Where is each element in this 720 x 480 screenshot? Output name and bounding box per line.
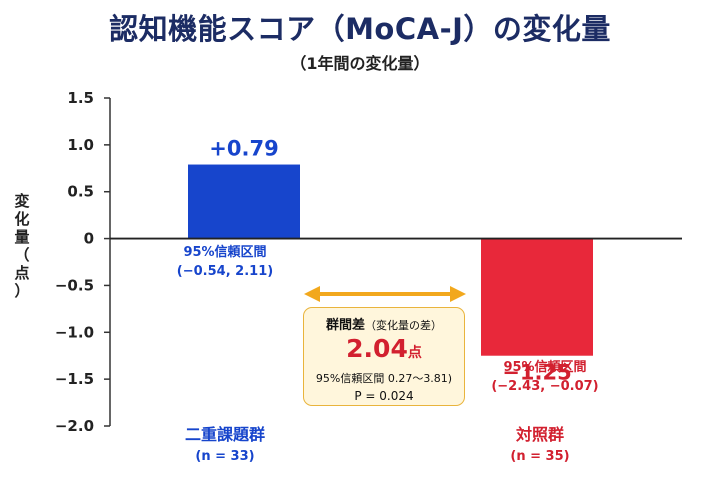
category-label-intervention: 二重課題群 [184,425,265,444]
chart-subtitle: （1年間の変化量） [290,54,430,73]
ci-value-control: (−2.43, −0.07) [491,379,599,394]
difference-label-note: （変化量の差） [365,319,442,332]
category-label-control: 対照群 [515,425,564,444]
y-axis-label-char: （ [14,246,30,264]
y-tick-label: 0 [84,230,94,248]
y-axis-label-char: 変 [14,192,30,210]
ci-title-intervention: 95%信頼区間 [183,245,267,260]
difference-label: 群間差 [325,318,365,333]
difference-ci: 95%信頼区間 0.27〜3.81) [315,372,453,385]
ci-label-intervention: 95%信頼区間 (−0.54, 2.11) [160,243,290,281]
group-label-control: 対照群 (n = 35) [475,424,605,468]
group-label-intervention: 二重課題群 (n = 33) [160,424,290,468]
y-axis-label-char: 点 [14,264,30,282]
bar-intervention [188,164,300,239]
difference-value: 2.04 [346,334,408,363]
difference-unit: 点 [407,345,422,361]
ci-title-control: 95%信頼区間 [503,360,587,375]
y-axis-label-char: 化 [14,210,30,228]
n-label-intervention: (n = 33) [195,449,255,464]
y-axis-label-char: 量 [14,228,30,246]
y-tick-label: 0.5 [67,183,94,201]
y-tick-label: −2.0 [55,417,94,435]
y-tick-label: −0.5 [55,276,94,294]
value-label-control: −1.25 [502,361,571,385]
y-tick-label: 1.5 [67,89,94,107]
difference-box: 群間差（変化量の差） 2.04点 95%信頼区間 0.27〜3.81) P = … [303,307,465,406]
difference-p-value: P = 0.024 [354,389,414,403]
chart-title: 認知機能スコア（MoCA-J）の変化量 [109,12,611,46]
ci-value-intervention: (−0.54, 2.11) [176,264,274,279]
value-label-intervention: +0.79 [209,137,278,161]
y-tick-label: −1.5 [55,370,94,388]
difference-arrow-left-head [304,286,320,302]
difference-arrow-right-head [450,286,466,302]
ci-label-control: 95%信頼区間 (−2.43, −0.07) [470,358,620,396]
y-tick-label: −1.0 [55,323,94,341]
n-label-control: (n = 35) [510,449,570,464]
y-tick-label: 1.0 [67,136,94,154]
y-axis-label-char: ） [14,282,30,300]
bar-control [481,238,593,356]
